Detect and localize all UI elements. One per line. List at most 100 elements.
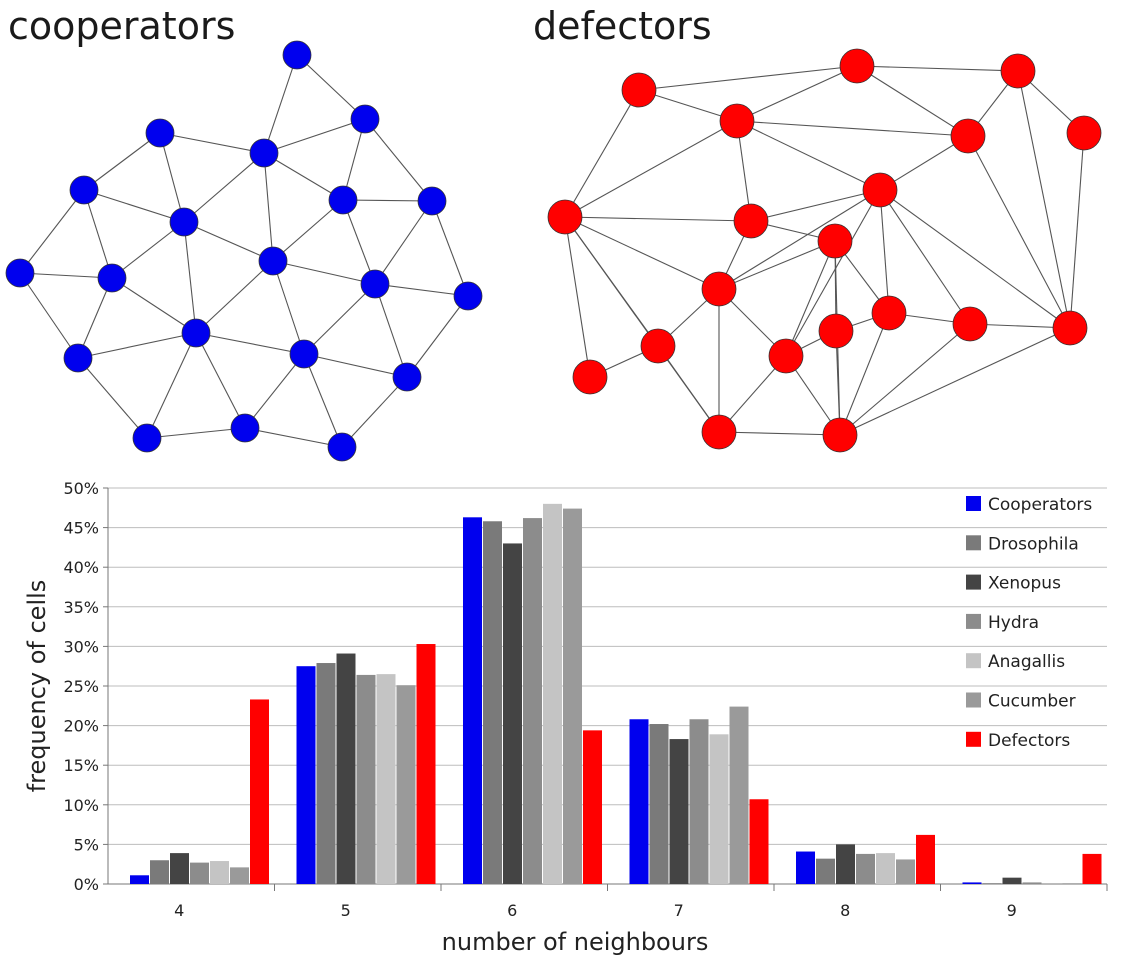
bar-drosophila-6: [483, 521, 502, 884]
cooperators-cell-node: [230, 413, 260, 443]
y-tick-label: 45%: [63, 519, 99, 538]
defectors-edge: [785, 240, 836, 357]
x-tick-label: 8: [840, 901, 850, 920]
cooperators-cell-node: [289, 339, 319, 369]
cooperators-cell-node: [145, 118, 175, 148]
cooperators-edge: [342, 199, 433, 202]
x-tick-label: 9: [1007, 901, 1017, 920]
cooperators-cell-node: [63, 343, 93, 373]
cooperators-edge: [146, 332, 197, 439]
cooperators-cell-node: [360, 269, 390, 299]
bar-hydra-9: [1022, 882, 1042, 884]
bar-anagallis-7: [709, 734, 729, 884]
cooperators-edge: [263, 54, 298, 154]
cooperators-edge: [183, 221, 197, 334]
legend-label: Defectors: [988, 731, 1070, 751]
x-tick-label: 4: [174, 901, 184, 920]
defectors-cell-node: [862, 172, 898, 208]
bar-hydra-5: [356, 674, 376, 884]
cooperators-edge: [77, 277, 113, 359]
cooperators-edge: [374, 283, 408, 378]
bar-cooperators-5: [296, 666, 316, 884]
cooperators-edge: [83, 189, 185, 223]
bar-cooperators-7: [629, 719, 649, 884]
cooperators-title: cooperators: [8, 4, 236, 48]
cooperators-cell-node: [5, 258, 35, 288]
cooperators-cell-node: [249, 138, 279, 168]
legend-swatch: [966, 692, 981, 708]
bar-drosophila-4: [150, 860, 169, 884]
bar-cucumber-6: [563, 508, 582, 884]
legend-label: Anagallis: [988, 652, 1065, 672]
bar-anagallis-4: [210, 861, 229, 884]
cooperators-edge: [374, 283, 469, 297]
cooperators-cell-node: [350, 104, 380, 134]
bar-hydra-6: [523, 518, 542, 884]
defectors-edge: [839, 327, 1071, 436]
defectors-network: [547, 48, 1102, 453]
cooperators-edge: [272, 199, 344, 262]
legend-swatch: [966, 613, 981, 629]
bar-hydra-4: [190, 862, 209, 884]
y-tick-label: 15%: [63, 756, 99, 775]
bar-cucumber-5: [396, 685, 416, 884]
defectors-edge: [879, 189, 890, 314]
cooperators-cell-node: [181, 318, 211, 348]
legend-swatch: [966, 535, 981, 551]
legend-swatch: [966, 574, 981, 590]
bar-xenopus-9: [1002, 877, 1022, 884]
cooperators-edge: [111, 277, 197, 334]
bar-anagallis-8: [876, 853, 895, 884]
cooperators-cell-node: [132, 423, 162, 453]
cooperators-edge: [263, 152, 274, 262]
cooperators-edge: [83, 189, 113, 279]
defectors-edge: [736, 120, 969, 137]
bar-drosophila-9: [982, 883, 1002, 884]
legend-label: Cucumber: [988, 692, 1076, 712]
defectors-edge: [879, 189, 1071, 329]
legend-label: Cooperators: [988, 495, 1092, 515]
y-tick-label: 40%: [63, 558, 99, 577]
bar-cooperators-8: [796, 851, 815, 884]
defectors-title: defectors: [533, 4, 712, 48]
cooperators-edge: [159, 132, 265, 154]
defectors-cell-node: [701, 414, 737, 450]
defectors-cell-node: [547, 199, 583, 235]
cooperators-cell-node: [417, 186, 447, 216]
cooperators-edge: [146, 427, 246, 439]
defectors-cell-node: [1000, 53, 1036, 89]
cooperators-edge: [272, 260, 376, 285]
defectors-edge: [564, 216, 752, 222]
defectors-edge: [718, 431, 841, 436]
bar-cucumber-7: [729, 706, 749, 884]
defectors-edge: [736, 120, 881, 191]
bar-anagallis-6: [543, 503, 562, 884]
defectors-cell-node: [871, 295, 907, 331]
cooperators-edge: [431, 200, 469, 297]
cooperators-edge: [83, 132, 161, 191]
bar-hydra-7: [689, 719, 709, 884]
cooperators-edge: [19, 272, 113, 279]
cooperators-edge: [183, 221, 274, 262]
cooperators-edge: [244, 353, 305, 429]
y-tick-label: 10%: [63, 796, 99, 815]
cooperators-edge: [183, 152, 265, 223]
network-diagrams: [5, 40, 1102, 462]
cooperators-cell-node: [69, 175, 99, 205]
x-tick-label: 6: [507, 901, 517, 920]
legend-swatch: [966, 496, 981, 511]
cooperators-edge: [364, 118, 433, 202]
defectors-cell-node: [817, 223, 853, 259]
cooperators-edge: [303, 353, 343, 448]
y-tick-label: 20%: [63, 717, 99, 736]
bar-cooperators-9: [962, 882, 982, 884]
defectors-edge: [839, 323, 971, 436]
bar-cucumber-9: [1062, 883, 1082, 884]
defectors-edge: [718, 189, 881, 290]
cooperators-edge: [77, 332, 197, 359]
cooperators-cell-node: [258, 246, 288, 276]
cooperators-network: [5, 40, 483, 462]
cooperators-edge: [77, 357, 148, 439]
defectors-cell-node: [822, 417, 858, 453]
